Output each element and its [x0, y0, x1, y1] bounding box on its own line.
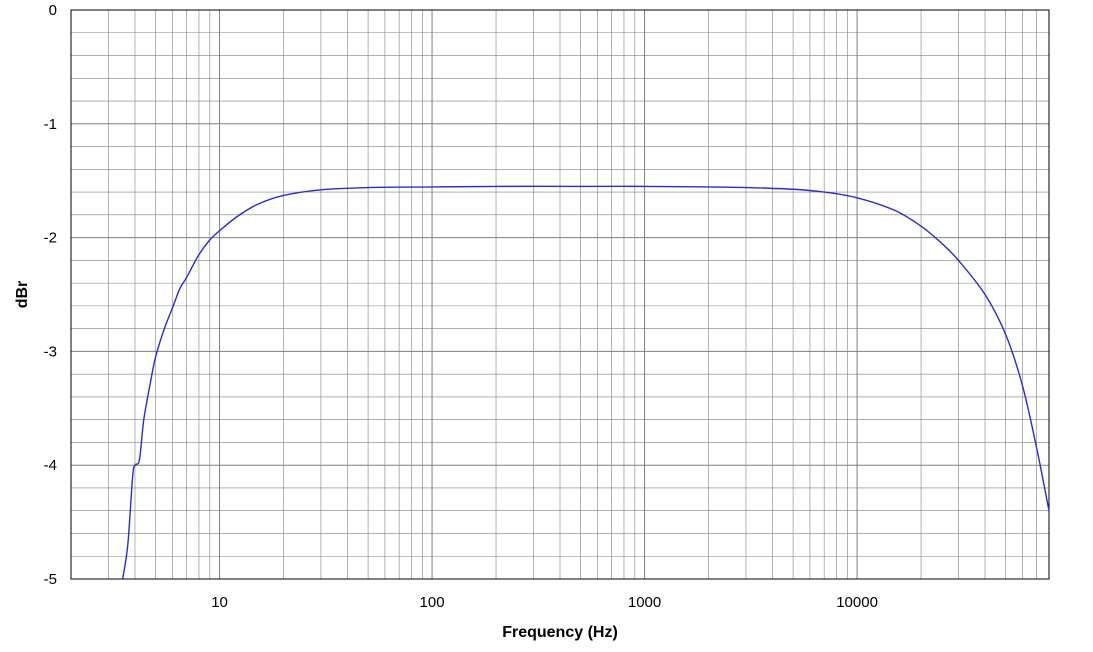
- y-tick-label: -4: [44, 457, 57, 474]
- major-gridlines: [71, 10, 1049, 579]
- x-axis-title: Frequency (Hz): [502, 624, 618, 641]
- y-axis-ticks: 0 -1 -2 -3 -4 -5: [44, 2, 57, 588]
- y-tick-label: 0: [49, 2, 57, 19]
- x-tick-label: 10000: [836, 594, 878, 611]
- minor-gridlines: [71, 10, 1049, 579]
- series-line: [121, 185, 1050, 580]
- x-tick-label: 1000: [628, 594, 661, 611]
- y-tick-label: -1: [44, 116, 57, 133]
- x-tick-label: 100: [420, 594, 445, 611]
- y-tick-label: -3: [44, 343, 57, 360]
- plot-frame: [70, 9, 1050, 580]
- y-tick-label: -5: [44, 571, 57, 588]
- x-axis-ticks: 10 100 1000 10000: [211, 594, 878, 611]
- y-tick-label: -2: [44, 230, 57, 247]
- x-tick-label: 10: [211, 594, 228, 611]
- y-axis-title: dBr: [14, 281, 31, 309]
